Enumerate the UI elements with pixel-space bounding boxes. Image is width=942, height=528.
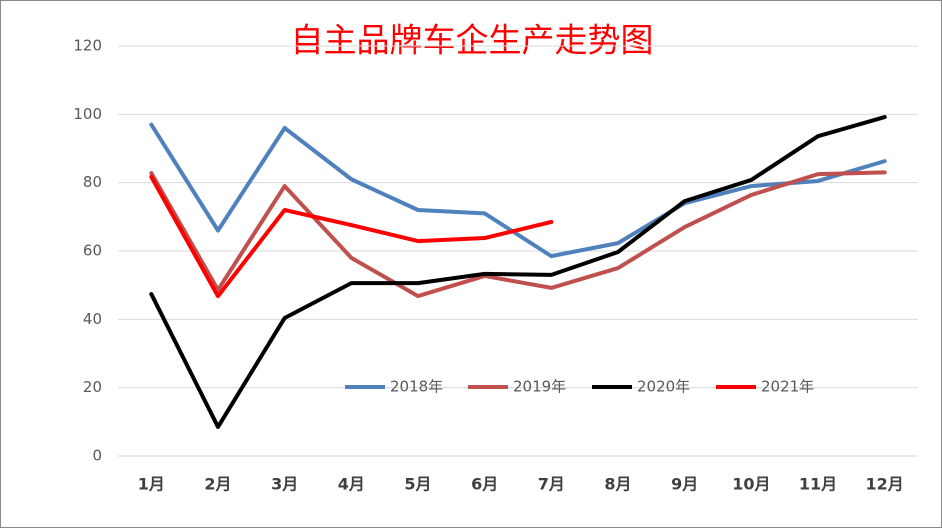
y-tick-label: 20 (83, 378, 102, 396)
y-tick-label: 120 (73, 37, 102, 55)
y-tick-label: 60 (83, 242, 102, 260)
series-line (149, 174, 554, 299)
legend-label: 2020年 (637, 378, 690, 396)
series-line (149, 115, 887, 429)
x-tick-label: 6月 (471, 475, 498, 494)
y-tick-label: 0 (92, 447, 102, 465)
x-tick-label: 8月 (604, 475, 631, 494)
y-tick-label: 40 (83, 310, 102, 328)
x-tick-label: 7月 (538, 475, 565, 494)
x-tick-label: 1月 (138, 475, 165, 494)
series-line (149, 122, 887, 259)
x-tick-label: 2月 (204, 475, 231, 494)
x-tick-label: 10月 (732, 475, 770, 494)
x-tick-label: 9月 (671, 475, 698, 494)
x-tick-label: 3月 (271, 475, 298, 494)
chart-title: 自主品牌车企生产走势图 (291, 21, 654, 60)
legend-label: 2021年 (761, 378, 814, 396)
legend-label: 2018年 (390, 378, 443, 396)
x-tick-label: 4月 (338, 475, 365, 494)
x-tick-label: 11月 (799, 475, 837, 494)
x-tick-label: 5月 (404, 475, 431, 494)
y-tick-label: 100 (73, 105, 102, 123)
legend-label: 2019年 (513, 378, 566, 396)
series-line (149, 170, 887, 299)
x-tick-label: 12月 (866, 475, 904, 494)
y-tick-label: 80 (83, 173, 102, 191)
